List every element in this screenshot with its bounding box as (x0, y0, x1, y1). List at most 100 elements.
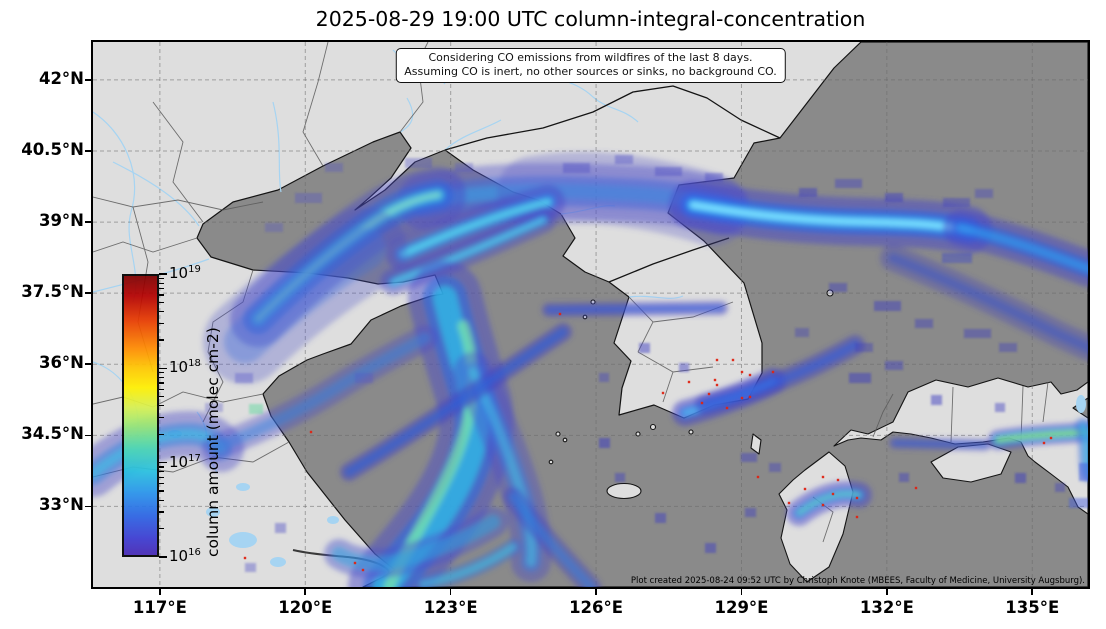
pixel-patch (885, 193, 903, 202)
fire-dot (855, 496, 859, 500)
fire-dot (725, 406, 729, 410)
colorbar-minor-tick (159, 388, 164, 390)
fire-dot (748, 373, 752, 377)
colorbar-minor-tick (159, 528, 164, 530)
x-axis-tick (159, 589, 161, 595)
colorbar-minor-tick (159, 405, 164, 407)
plume-seto-band (892, 440, 988, 448)
y-axis-tick (85, 292, 91, 294)
fire-dot (731, 358, 735, 362)
fire-dot (836, 478, 840, 482)
fire-dot (821, 475, 825, 479)
fire-dot (715, 383, 719, 387)
x-axis-tick (304, 589, 307, 595)
colorbar-minor-tick (159, 511, 164, 513)
plume-coastal-fan-2 (419, 543, 517, 587)
colorbar-minor-tick (159, 282, 164, 284)
x-axis-label: 132°E (859, 598, 914, 617)
pixel-patch (975, 189, 993, 198)
pixel-patch (245, 563, 256, 572)
colorbar-minor-tick (159, 382, 164, 384)
plume-japan-sea-lower-tail (888, 253, 1088, 353)
x-axis-tick (886, 589, 888, 595)
colorbar-tick-label: 1017 (169, 452, 201, 471)
colorbar-tick-label: 1018 (169, 358, 201, 377)
fire-dot (831, 492, 835, 496)
fire-dot (756, 475, 760, 479)
pixel-patch (275, 523, 286, 533)
y-axis-label: 37.5°N (21, 282, 84, 302)
pixel-patch (769, 463, 781, 472)
pixel-patch (885, 361, 903, 370)
plume-coastal-fan (332, 515, 500, 571)
pixel-patch (615, 473, 625, 482)
pixel-patch (325, 163, 343, 172)
x-axis-label: 135°E (1005, 598, 1060, 617)
y-axis-label: 33°N (38, 495, 84, 515)
co-plume-overlay (93, 152, 1088, 587)
x-axis-tick (595, 589, 597, 595)
colorbar-major-tick (159, 367, 167, 370)
y-axis-label: 36°N (38, 353, 84, 373)
y-axis-label: 42°N (38, 68, 84, 88)
colorbar-minor-tick (159, 376, 164, 379)
pixel-patch (355, 373, 373, 383)
pixel-patch (799, 188, 817, 197)
y-axis-tick (85, 79, 91, 81)
colorbar-minor-tick (159, 476, 164, 478)
colorbar-minor-tick (159, 277, 164, 279)
plume-kyushu-cluster (796, 491, 862, 516)
x-axis-label: 129°E (714, 598, 769, 617)
pixel-patch (705, 543, 716, 553)
colorbar-tick-label: 1016 (169, 547, 201, 565)
china-nk-border (444, 85, 781, 151)
pixel-patch (829, 283, 847, 292)
y-axis-tick (85, 363, 91, 366)
plume-main-band-east (690, 202, 971, 233)
pixel-patch (615, 155, 633, 164)
islet-3 (688, 429, 694, 435)
x-axis-tick (1031, 589, 1034, 595)
islet-5 (562, 437, 568, 443)
jeju-island (606, 482, 642, 500)
fire-dot (558, 312, 562, 316)
pixel-patch (855, 343, 873, 352)
x-axis-tick (449, 589, 452, 595)
x-axis-label: 117°E (132, 598, 187, 617)
pixel-patch (249, 404, 263, 414)
x-axis-tick (740, 589, 743, 595)
y-axis-label: 40.5°N (21, 140, 84, 159)
colorbar-minor-tick (159, 433, 164, 435)
colorbar-minor-tick (159, 417, 164, 419)
co-pixel-patches (205, 155, 1088, 572)
colorbar-minor-tick (159, 396, 164, 398)
y-axis-tick (85, 434, 91, 437)
pixel-patch (1079, 463, 1088, 481)
pixel-patch (741, 453, 757, 462)
honshu (833, 377, 1088, 515)
pixel-patch (1055, 483, 1065, 492)
plume-korea-bay-streak-2 (390, 217, 546, 285)
colorbar-minor-tick (159, 310, 164, 313)
y-axis-tick (85, 150, 91, 152)
pixel-patch (899, 473, 909, 482)
x-axis-label: 123°E (423, 598, 478, 617)
fire-dot (687, 380, 691, 384)
fire-dot (309, 430, 313, 434)
pixel-patch (639, 343, 650, 353)
pixel-patch (563, 163, 590, 173)
plume-main-band-tail (957, 224, 1088, 273)
x-axis-label: 120°E (278, 598, 333, 617)
pixel-patch (942, 253, 972, 263)
fire-dot (1042, 441, 1046, 445)
colorbar-minor-tick (159, 294, 164, 296)
pixel-patch (265, 223, 283, 232)
fire-dot (803, 487, 807, 491)
annotation-line-2: Assuming CO is inert, no other sources o… (404, 65, 777, 79)
pixel-patch (1015, 473, 1026, 483)
plume-bohai-fill (224, 228, 386, 363)
y-axis-label: 34.5°N (21, 424, 84, 444)
plume-yellow-sea-streak (345, 328, 567, 476)
fire-dot (855, 515, 859, 519)
islet-1 (649, 423, 657, 431)
